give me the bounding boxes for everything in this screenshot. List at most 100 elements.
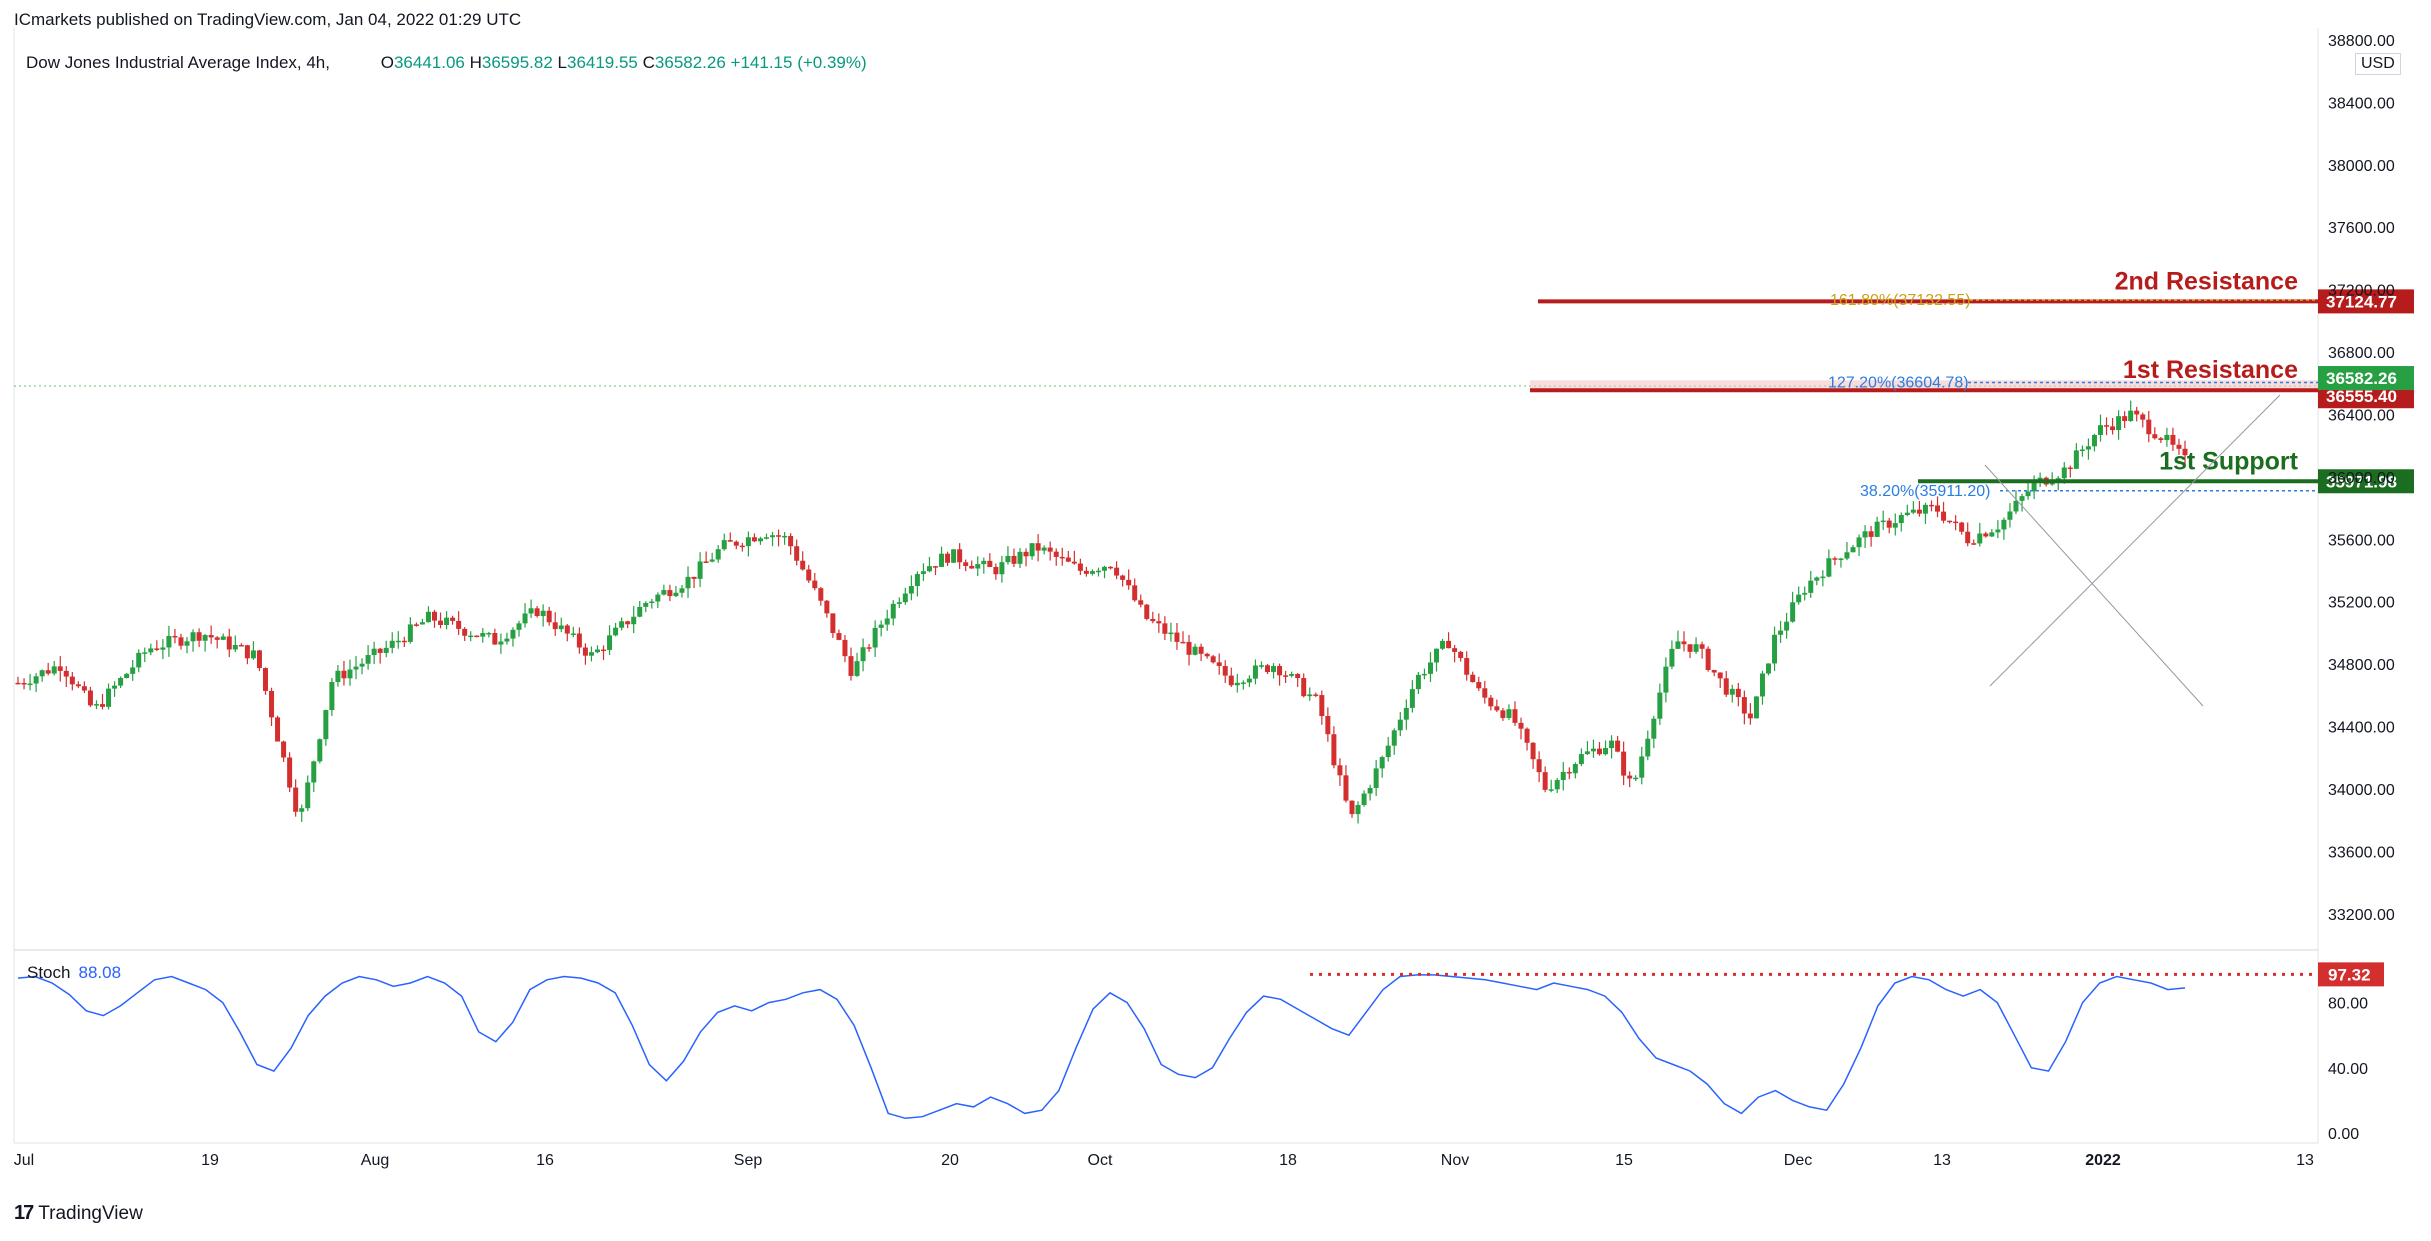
candle-body [1977, 533, 1983, 544]
candle-body [1440, 640, 1446, 649]
candle-body [1590, 748, 1596, 752]
candle-body [1663, 666, 1669, 693]
candle-body [1814, 577, 1820, 581]
pattern-line [1989, 394, 2281, 687]
ohlc-values: O36441.06 H36595.82 L36419.55 C36582.26 … [381, 53, 867, 72]
candle-body [860, 647, 866, 662]
price-tick-label: 34800.00 [2328, 657, 2395, 674]
candle-body [951, 549, 957, 563]
candle-body [1138, 600, 1144, 605]
candle-body [474, 635, 480, 638]
candle-body [395, 640, 401, 643]
candle-body [733, 541, 739, 546]
candle-body [1790, 602, 1796, 622]
candle-body [238, 644, 244, 647]
candle-body [112, 685, 118, 689]
brand-name: TradingView [38, 1202, 143, 1224]
candle-body [1192, 646, 1198, 655]
candle-body [770, 535, 776, 538]
price-tick-label: 33200.00 [2328, 907, 2395, 924]
candle-body [1512, 709, 1518, 723]
candle-body [136, 652, 142, 668]
level-title: 2nd Resistance [2115, 267, 2299, 295]
time-tick-label: Sep [734, 1152, 763, 1169]
candle-body [425, 611, 431, 623]
candle-body [450, 617, 456, 621]
candle-body [1935, 505, 1941, 512]
candle-body [939, 553, 945, 567]
stoch-title: Stoch [27, 963, 71, 982]
candle-body [1862, 531, 1868, 538]
candle-body [438, 620, 444, 625]
candle-body [1246, 678, 1252, 683]
candle-body [1349, 800, 1355, 815]
candle-body [552, 622, 558, 630]
candle-body [788, 535, 794, 547]
stoch-level-tag [2318, 962, 2384, 987]
candle-body [1603, 748, 1609, 755]
candle-body [908, 586, 914, 594]
candle-body [751, 537, 757, 542]
candle-body [1313, 694, 1319, 696]
candle-body [1741, 697, 1747, 714]
level-price-tag-text: 35971.98 [2326, 472, 2397, 491]
candle-body [33, 676, 39, 684]
tradingview-brand[interactable]: 17 TradingView [14, 1202, 143, 1225]
candle-body [1114, 567, 1120, 576]
candle-body [739, 545, 745, 548]
candle-body [1234, 682, 1240, 686]
candle-body [407, 624, 413, 642]
candle-body [1373, 768, 1379, 788]
candle-body [244, 645, 250, 659]
high-value: 36595.82 [481, 53, 553, 72]
level-title: 1st Resistance [2123, 356, 2298, 384]
candle-body [1554, 780, 1560, 790]
fib-label: 38.20%(35911.20) [1860, 483, 1990, 500]
candle-body [1506, 709, 1512, 718]
candle-body [293, 787, 299, 812]
candle-body [1385, 745, 1391, 758]
candle-body [148, 648, 154, 653]
candle-body [142, 652, 148, 654]
candle-body [1434, 648, 1440, 663]
candle-body [896, 602, 902, 604]
candle-body [1578, 754, 1584, 765]
candle-body [776, 535, 782, 537]
candle-body [619, 621, 625, 628]
level-price-tag [2318, 469, 2414, 494]
candle-body [558, 625, 564, 630]
candle-body [178, 637, 184, 646]
close-value: 36582.26 [654, 53, 726, 72]
candle-body [1210, 656, 1216, 663]
time-tick-label: 19 [201, 1152, 219, 1169]
candle-body [782, 535, 788, 538]
currency-button[interactable]: USD [2355, 53, 2401, 75]
candle-body [220, 636, 226, 640]
chart-grid [13, 28, 2319, 1144]
candle-body [1856, 537, 1862, 548]
candle-body [1343, 775, 1349, 801]
candle-body [1657, 692, 1663, 719]
candle-body [643, 602, 649, 607]
candle-body [1240, 682, 1246, 684]
candle-body [1947, 520, 1953, 523]
candle-body [1108, 566, 1114, 569]
candle-body [721, 540, 727, 550]
candle-body [2182, 448, 2188, 456]
low-value: 36419.55 [566, 53, 638, 72]
candle-body [975, 564, 981, 569]
candle-body [2073, 450, 2079, 469]
candle-body [516, 623, 522, 630]
candle-body [1301, 678, 1307, 697]
candle-body [480, 633, 486, 637]
candle-body [359, 663, 365, 667]
candle-body [1971, 543, 1977, 545]
candle-body [1796, 594, 1802, 603]
candle-body [794, 546, 800, 561]
candle-body [836, 633, 842, 640]
time-tick-label: 13 [2296, 1152, 2314, 1169]
candle-body [39, 670, 45, 677]
candle-body [1572, 764, 1578, 774]
level-price-tag-text: 37124.77 [2326, 292, 2397, 311]
